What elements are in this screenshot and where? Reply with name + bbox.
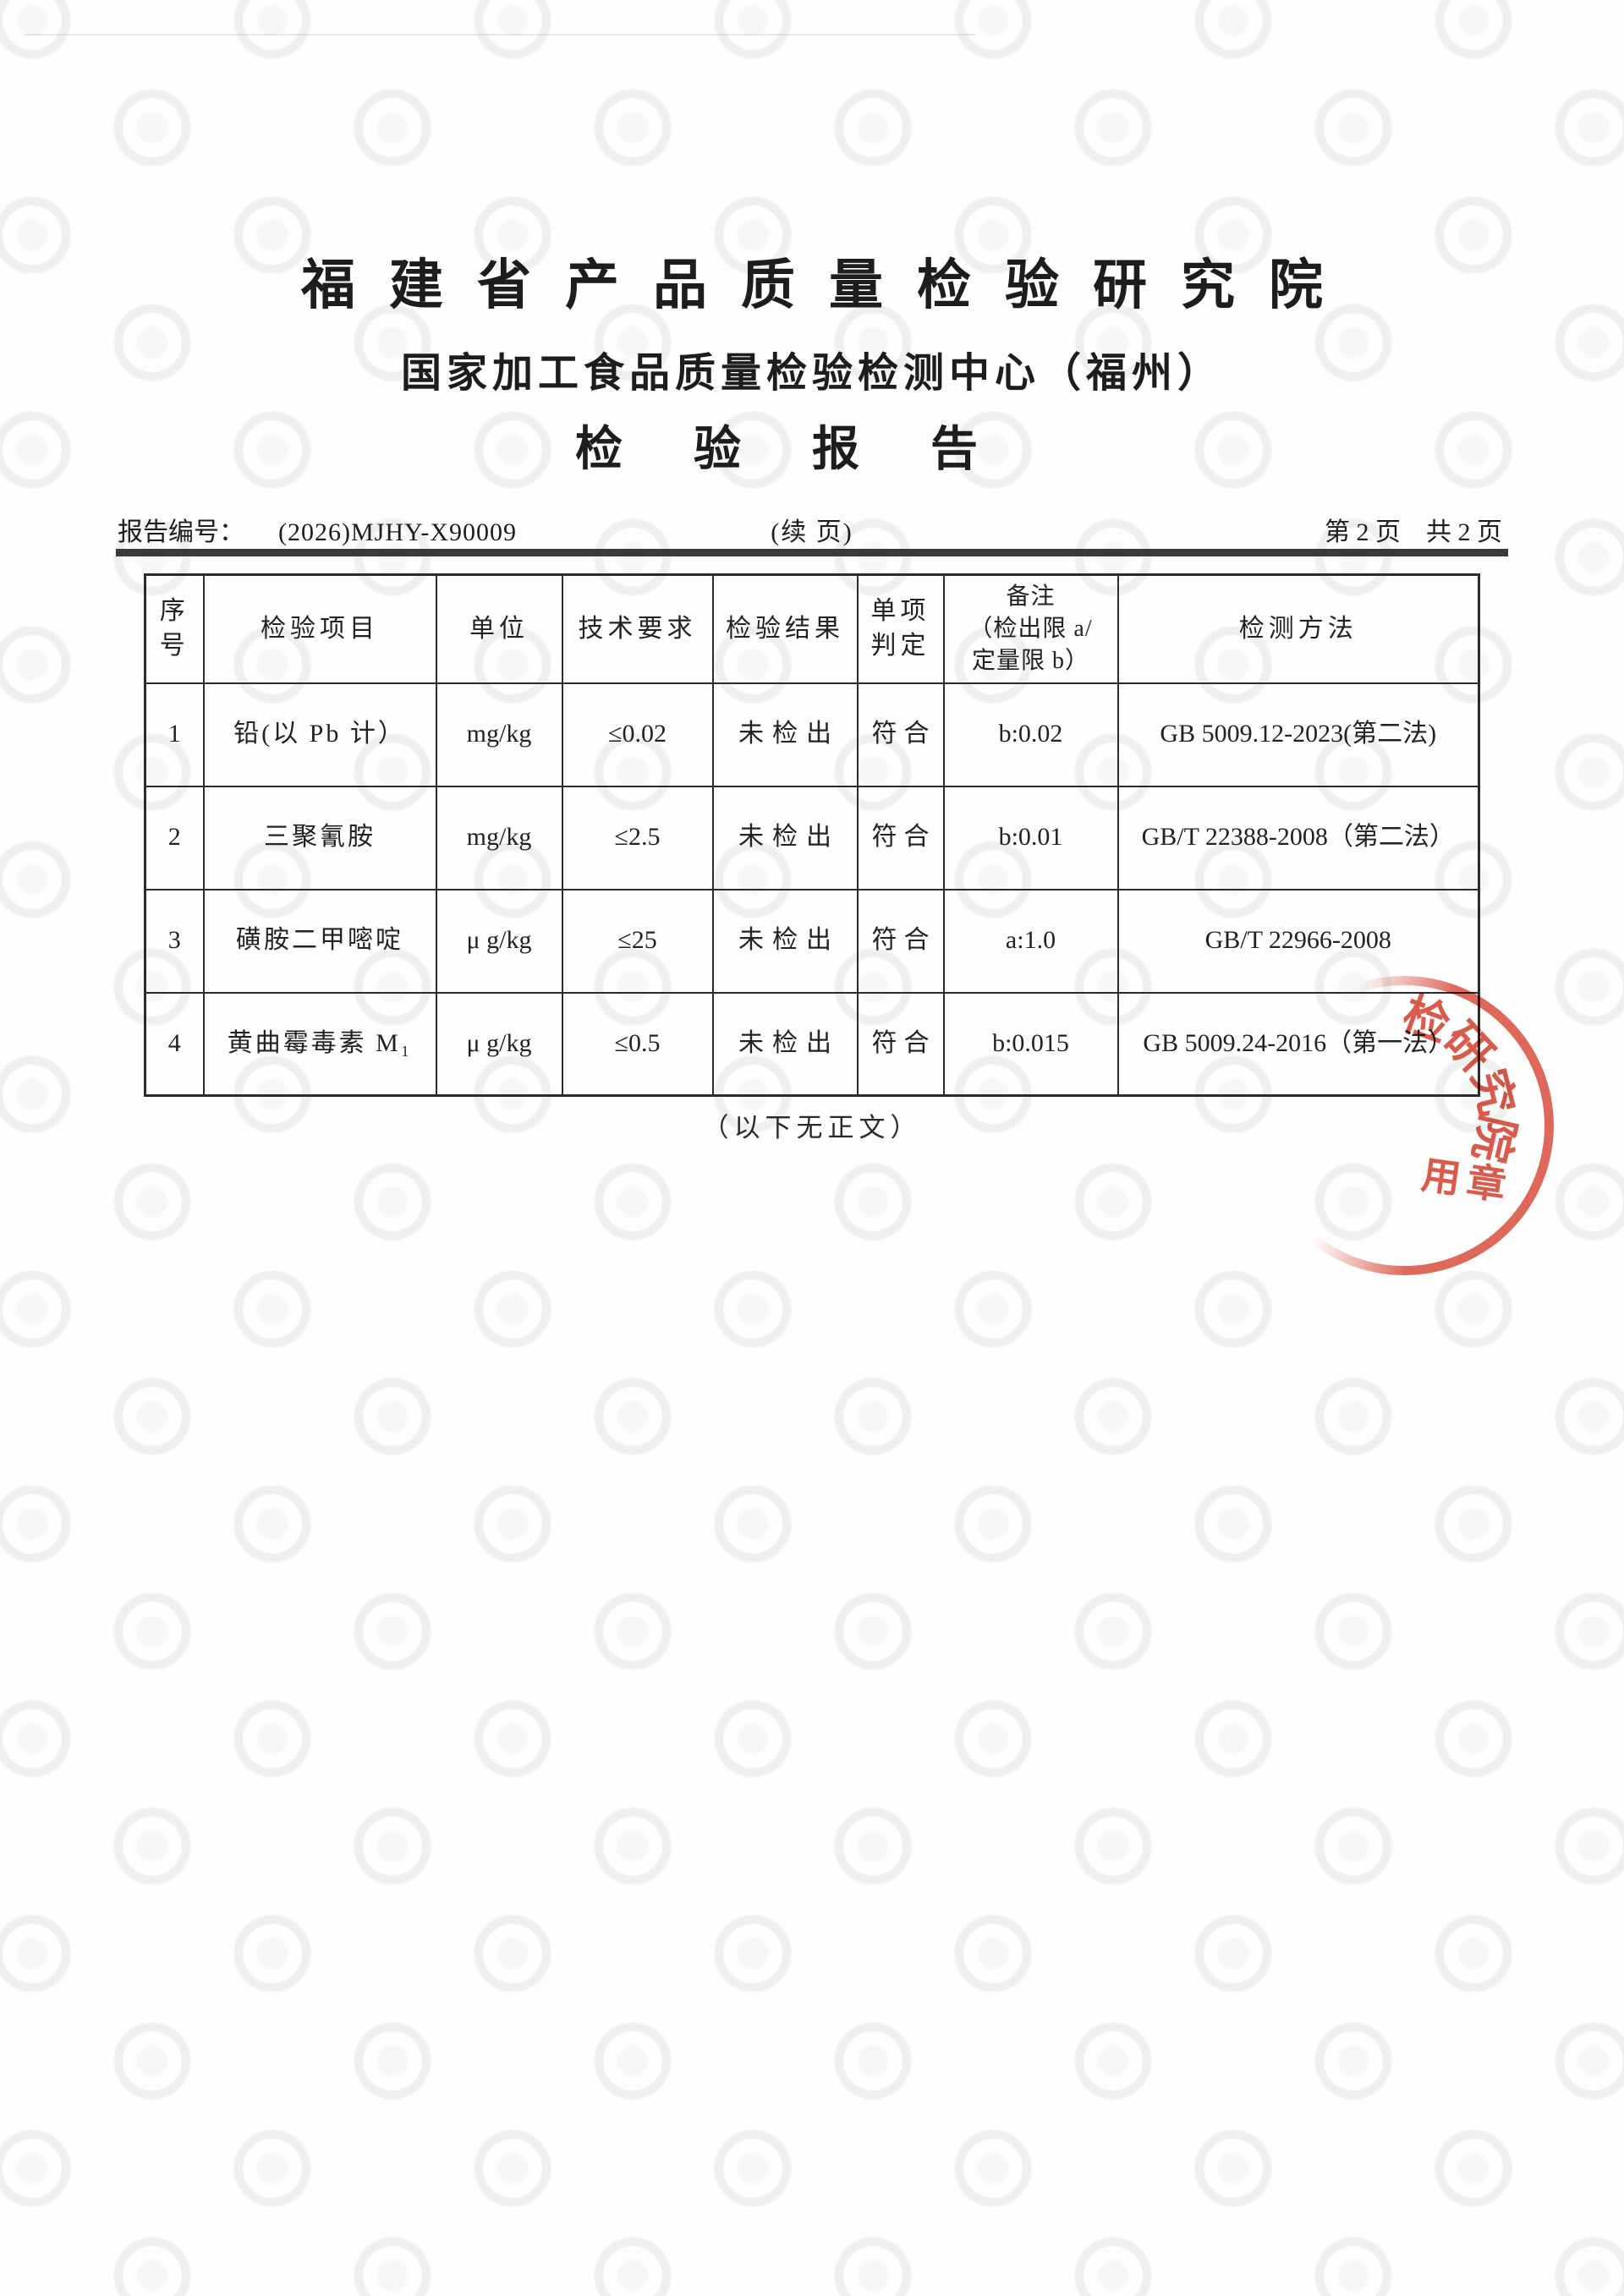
col-header-result: 检验结果	[711, 573, 859, 684]
col-header-remark: 备注 （检出限 a/ 定量限 b）	[942, 573, 1119, 684]
cell-item: 黄曲霉毒素 M₁	[202, 991, 437, 1097]
page-indicator: 第 2 页 共 2 页	[1325, 518, 1502, 546]
col-header-item: 检验项目	[202, 573, 437, 684]
report-number-value: (2026)MJHY-X90009	[278, 518, 517, 546]
cell-method: GB 5009.24-2016（第一法）	[1116, 991, 1480, 1097]
table-header-row: 序 号 检验项目 单位 技术要求 检验结果 单项 判定 备注 （检出限 a/ 定…	[144, 573, 1480, 684]
cell-method: GB 5009.12-2023(第二法)	[1116, 682, 1480, 787]
cell-no: 1	[144, 682, 205, 787]
cell-requirement: ≤25	[561, 888, 714, 994]
cell-judgment: 符合	[856, 682, 945, 787]
report-title: 检 验 报 告	[575, 424, 990, 476]
cell-requirement: ≤2.5	[561, 785, 714, 890]
table-row: 2 三聚氰胺 mg/kg ≤2.5 未检出 符合 b:0.01 GB/T 223…	[144, 785, 1480, 890]
table-row: 1 铅(以 Pb 计） mg/kg ≤0.02 未检出 符合 b:0.02 GB…	[144, 682, 1480, 787]
cell-item: 三聚氰胺	[202, 785, 437, 890]
cell-result: 未检出	[711, 991, 859, 1097]
cell-remark: b:0.02	[942, 682, 1119, 787]
report-meta-row: 报告编号： (2026)MJHY-X90009 (续 页) 第 2 页 共 2 页	[0, 511, 1624, 546]
results-table: 序 号 检验项目 单位 技术要求 检验结果 单项 判定 备注 （检出限 a/ 定…	[144, 573, 1480, 1097]
cell-unit: mg/kg	[435, 785, 563, 890]
col-header-unit: 单位	[435, 573, 563, 684]
cell-result: 未检出	[711, 785, 859, 890]
cell-result: 未检出	[711, 888, 859, 994]
cell-no: 3	[144, 888, 205, 994]
cell-unit: μ g/kg	[435, 991, 563, 1097]
col-header-requirement: 技术要求	[561, 573, 714, 684]
center-title: 国家加工食品质量检验检测中心（福州）	[400, 351, 1223, 396]
report-number-label: 报告编号：	[118, 518, 244, 546]
organization-title: 福建省产品质量检验研究院	[301, 255, 1357, 315]
cell-result: 未检出	[711, 682, 859, 787]
cell-requirement: ≤0.02	[561, 682, 714, 787]
cell-unit: mg/kg	[435, 682, 563, 787]
cell-no: 2	[144, 785, 205, 890]
table-row: 4 黄曲霉毒素 M₁ μ g/kg ≤0.5 未检出 符合 b:0.015 GB…	[144, 991, 1480, 1097]
cell-remark: b:0.015	[942, 991, 1119, 1097]
cell-item: 铅(以 Pb 计）	[202, 682, 437, 787]
cell-requirement: ≤0.5	[561, 991, 714, 1097]
cell-remark: b:0.01	[942, 785, 1119, 890]
table-row: 3 磺胺二甲嘧啶 μ g/kg ≤25 未检出 符合 a:1.0 GB/T 22…	[144, 888, 1480, 994]
cell-remark: a:1.0	[942, 888, 1119, 994]
col-header-no: 序 号	[144, 573, 205, 684]
cell-no: 4	[144, 991, 205, 1097]
scan-artifact-line	[24, 34, 975, 36]
cell-judgment: 符合	[856, 888, 945, 994]
col-header-method: 检测方法	[1116, 573, 1480, 684]
header-divider	[116, 549, 1508, 556]
continuation-note: (续 页)	[771, 518, 853, 546]
cell-unit: μ g/kg	[435, 888, 563, 994]
no-further-text-note: （以下无正文）	[702, 1113, 922, 1143]
col-header-judgment: 单项 判定	[856, 573, 945, 684]
cell-item: 磺胺二甲嘧啶	[202, 888, 437, 994]
cell-judgment: 符合	[856, 991, 945, 1097]
report-number-group: 报告编号： (2026)MJHY-X90009	[118, 511, 517, 548]
cell-judgment: 符合	[856, 785, 945, 890]
cell-method: GB/T 22388-2008（第二法）	[1116, 785, 1480, 890]
cell-method: GB/T 22966-2008	[1116, 888, 1480, 994]
